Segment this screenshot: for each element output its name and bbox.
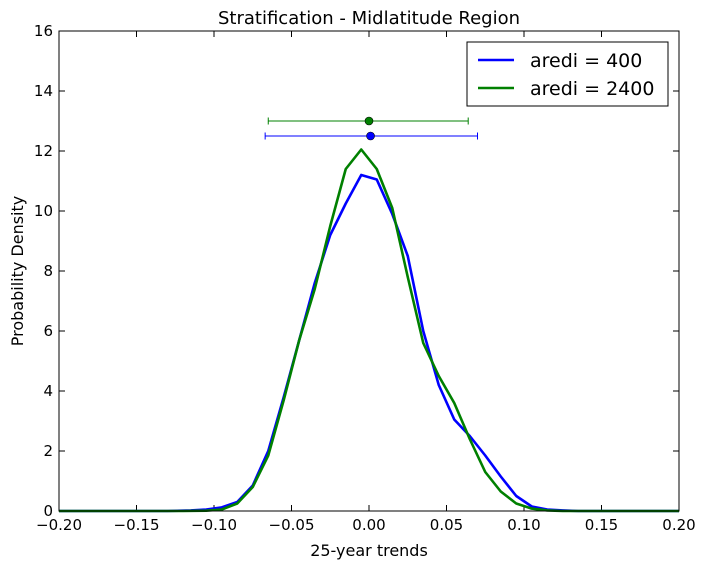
y-tick-label: 16 xyxy=(34,22,53,40)
error-bar-mean-marker xyxy=(364,116,374,126)
x-tick-label: −0.15 xyxy=(114,516,160,534)
x-tick-label: 0.00 xyxy=(352,516,385,534)
y-tick-label: 12 xyxy=(34,142,53,160)
y-tick-label: 4 xyxy=(43,382,53,400)
series-lines xyxy=(59,148,679,513)
y-tick-label: 6 xyxy=(43,322,53,340)
y-tick-label: 0 xyxy=(43,502,53,520)
y-tick-label: 14 xyxy=(34,82,53,100)
error-bar-mean-marker xyxy=(366,131,375,141)
legend-label-0: aredi = 400 xyxy=(530,50,642,72)
x-tick-label: −0.05 xyxy=(269,516,315,534)
legend: aredi = 400 aredi = 2400 xyxy=(466,41,669,107)
series-line-0 xyxy=(59,173,679,513)
chart-title: Stratification - Midlatitude Region xyxy=(218,8,520,29)
y-tick-label: 8 xyxy=(43,262,53,280)
y-tick-label: 2 xyxy=(43,442,53,460)
legend-label-1: aredi = 2400 xyxy=(530,78,654,100)
y-tick-label: 10 xyxy=(34,202,53,220)
plot-area-frame xyxy=(58,30,680,512)
error-bars xyxy=(264,116,478,141)
y-axis-label: Probability Density xyxy=(8,196,27,347)
x-axis-label: 25-year trends xyxy=(310,541,428,560)
x-tick-label: −0.10 xyxy=(191,516,237,534)
series-line-1 xyxy=(59,148,679,513)
axis-ticks: −0.20 −0.15 −0.10 −0.05 0.00 0.05 0.10 0.15 0.20… xyxy=(34,22,696,534)
x-tick-label: 0.05 xyxy=(430,516,463,534)
legend-box xyxy=(466,41,669,107)
x-tick-label: 0.20 xyxy=(662,516,695,534)
x-tick-label: 0.10 xyxy=(507,516,540,534)
x-tick-label: −0.20 xyxy=(36,516,82,534)
x-tick-label: 0.15 xyxy=(585,516,618,534)
